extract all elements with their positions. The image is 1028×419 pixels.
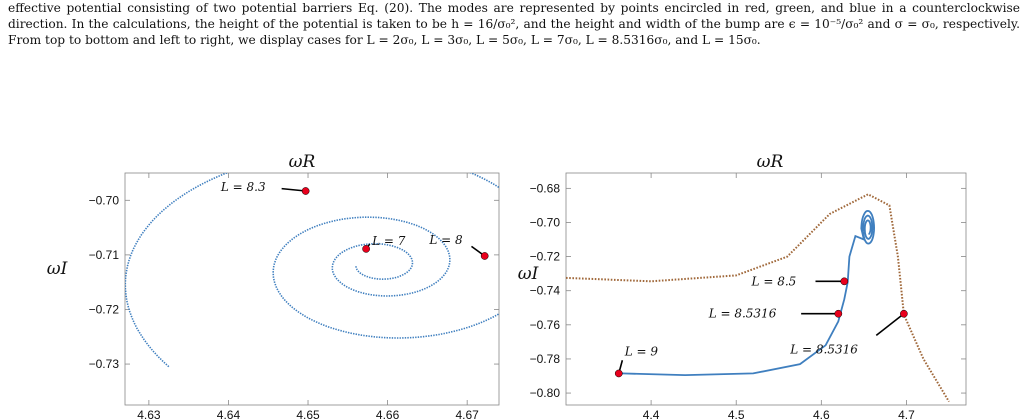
- left-chart-ylabel: ωI: [47, 259, 68, 279]
- y-tick-label: −0.71: [89, 248, 120, 262]
- x-tick-label: 4.64: [217, 408, 241, 419]
- marker-point: [834, 309, 843, 318]
- caption-line-2: a counterclockwise direction. In the cal…: [8, 1, 1021, 32]
- point-label: L = 7: [371, 234, 406, 248]
- series-spiral: [125, 173, 499, 368]
- leader-line: [875, 313, 905, 336]
- marker-point: [480, 252, 489, 260]
- point-label: L = 8.5316: [789, 343, 858, 357]
- y-tick-label: −0.70: [89, 193, 120, 207]
- x-tick-label: 4.4: [643, 408, 660, 419]
- marker-point: [614, 369, 623, 378]
- marker-point: [301, 187, 310, 195]
- point-label: L = 9: [624, 344, 659, 358]
- series-blue: [621, 209, 876, 377]
- y-tick-label: −0.68: [530, 181, 561, 195]
- x-tick-label: 4.63: [137, 408, 161, 419]
- point-label: L = 8.5: [751, 274, 797, 288]
- caption-line-4: L = 7σ₀, L = 8.5316σ₀, and L = 15σ₀.: [530, 33, 761, 48]
- series-brown: [566, 193, 950, 403]
- x-tick-label: 4.67: [455, 408, 479, 419]
- point-label: L = 8: [428, 233, 463, 247]
- marker-point: [840, 277, 849, 286]
- y-tick-label: −0.80: [530, 386, 561, 400]
- x-tick-label: 4.66: [376, 408, 400, 419]
- y-tick-label: −0.72: [530, 250, 561, 264]
- figure-caption: effective potential consisting of two po…: [8, 0, 1020, 49]
- x-tick-label: 4.5: [728, 408, 745, 419]
- y-tick-label: −0.76: [530, 318, 561, 332]
- right-chart: ωR ωI 4.4 4.5 4.6 4.7 −0.68 −0.70 −0.72 −0.74 −0…: [518, 152, 967, 419]
- point-label: L = 8.5316: [708, 307, 777, 321]
- leader-line: [281, 187, 306, 192]
- y-tick-label: −0.70: [530, 215, 561, 229]
- left-chart-title: ωR: [289, 152, 316, 172]
- y-tick-label: −0.73: [89, 357, 120, 371]
- right-plot-frame: [565, 172, 967, 406]
- left-chart: ωR ωI 4.63 4.64 4.65 4.66 4.67 −0.70 −0.71 −0.7…: [47, 152, 500, 419]
- y-tick-label: −0.78: [530, 352, 561, 366]
- x-tick-label: 4.65: [296, 408, 320, 419]
- right-chart-title: ωR: [757, 152, 784, 172]
- y-tick-label: −0.72: [89, 302, 120, 316]
- x-tick-label: 4.7: [898, 408, 915, 419]
- caption-line-1: effective potential consisting of two po…: [8, 1, 894, 15]
- left-plot-frame: [124, 172, 500, 406]
- point-label: L = 8.3: [220, 180, 266, 194]
- caption-line-3: bump are ϵ = 10⁻⁵/σ₀² and σ = σ₀, respec…: [8, 17, 1020, 48]
- y-tick-label: −0.74: [530, 284, 561, 298]
- marker-point: [362, 245, 370, 253]
- x-tick-label: 4.6: [813, 408, 830, 419]
- right-chart-ylabel: ωI: [518, 264, 539, 284]
- marker-point: [900, 309, 908, 318]
